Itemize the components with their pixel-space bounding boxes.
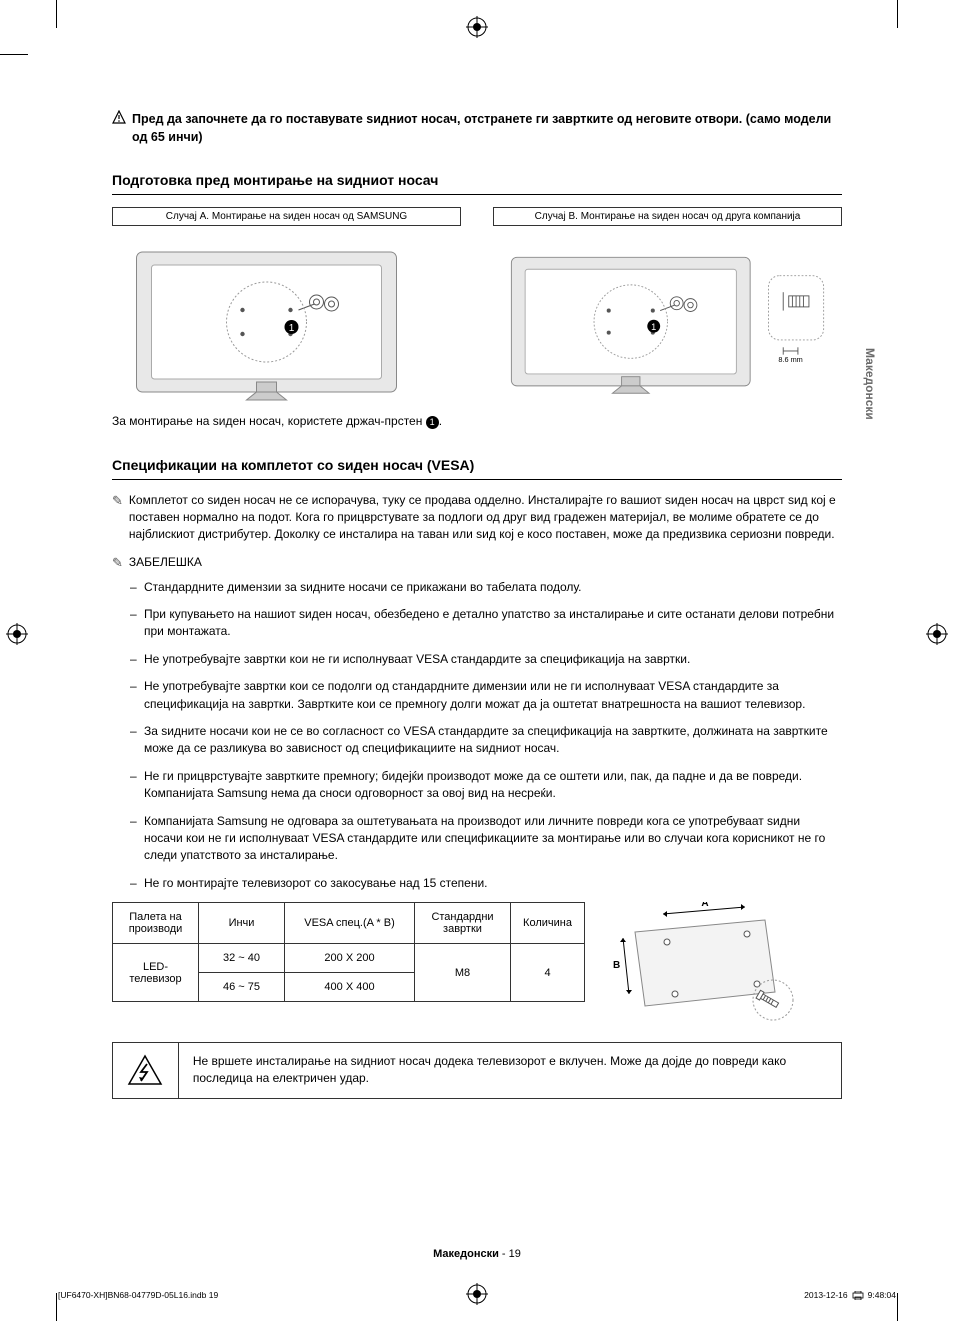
cell-product: LED-телевизор (113, 944, 199, 1002)
imprint-filename: [UF6470-XH]BN68-04779D-05L16.indb 19 (58, 1290, 218, 1300)
list-item: Компанијата Samsung не одговара за оштет… (130, 813, 842, 865)
note-label: ЗАБЕЛЕШКА (129, 554, 842, 573)
case-b: Случај B. Монтирање на ѕиден носач од др… (493, 207, 842, 402)
electric-shock-icon (127, 1054, 163, 1086)
vesa-intro-note: ✎ Комплетот со ѕиден носач не се испорач… (112, 492, 842, 544)
cell-vesa: 200 X 200 (285, 944, 415, 973)
page-content: Пред да започнете да го поставувате ѕидн… (112, 110, 842, 1099)
mounting-cases-row: Случај A. Монтирање на ѕиден носач од SA… (112, 207, 842, 402)
list-item: Стандардните димензии за ѕидните носачи … (130, 579, 842, 596)
dim-label: 8.6 mm (778, 355, 802, 364)
th-vesa: VESA спец.(A * B) (285, 903, 415, 944)
case-a-figure: 1 (112, 232, 461, 402)
th-inches: Инчи (199, 903, 285, 944)
case-b-header: Случај B. Монтирање на ѕиден носач од др… (493, 207, 842, 226)
imprint-time: 9:48:04 (868, 1290, 896, 1300)
vesa-dimension-diagram: A B (605, 902, 805, 1022)
note-icon: ✎ (112, 554, 123, 573)
table-row: LED-телевизор 32 ~ 40 200 X 200 M8 4 (113, 944, 585, 973)
footer-page-number: 19 (509, 1248, 521, 1260)
th-screw: Стандардни завртки (415, 903, 511, 944)
crop-mark (56, 0, 57, 28)
cell-inches: 32 ~ 40 (199, 944, 285, 973)
case-a-header: Случај A. Монтирање на ѕиден носач од SA… (112, 207, 461, 226)
language-side-tab: Македонски (863, 348, 877, 420)
crop-mark (897, 0, 898, 28)
list-item: За ѕидните носачи кои не се во согласнос… (130, 723, 842, 758)
cell-screw: M8 (415, 944, 511, 1002)
warning-triangle-icon (112, 110, 126, 146)
svg-text:1: 1 (289, 323, 295, 334)
vesa-spec-table: Палета на производи Инчи VESA спец.(A * … (112, 902, 585, 1002)
th-product: Палета на производи (113, 903, 199, 944)
list-item: Не употребувајте завртки кои не ги испол… (130, 651, 842, 668)
registration-mark-top (466, 16, 488, 38)
note-label-row: ✎ ЗАБЕЛЕШКА (112, 554, 842, 573)
list-item: Не ги прицврстувајте завртките премногу;… (130, 768, 842, 803)
vesa-notes-list: Стандардните димензии за ѕидните носачи … (112, 579, 842, 892)
electrical-danger-box: Не вршете инсталирање на ѕидниот носач д… (112, 1042, 842, 1099)
danger-text: Не вршете инсталирање на ѕидниот носач д… (179, 1043, 841, 1098)
section-title-vesa: Спецификации на комплетот со ѕиден носач… (112, 457, 842, 480)
cell-qty: 4 (511, 944, 585, 1002)
vesa-intro-text: Комплетот со ѕиден носач не се испорачув… (129, 492, 842, 544)
page-footer: Македонски - 19 (0, 1248, 954, 1260)
note-icon: ✎ (112, 492, 123, 544)
case-a: Случај A. Монтирање на ѕиден носач од SA… (112, 207, 461, 402)
vesa-spec-row: Палета на производи Инчи VESA спец.(A * … (112, 902, 842, 1022)
table-header-row: Палета на производи Инчи VESA спец.(A * … (113, 903, 585, 944)
cell-inches: 46 ~ 75 (199, 973, 285, 1002)
imprint-timestamp: 2013-12-16 9:48:04 (804, 1290, 896, 1300)
svg-text:A: A (701, 902, 708, 909)
th-qty: Количина (511, 903, 585, 944)
list-item: При купувањето на нашиот ѕиден носач, об… (130, 606, 842, 641)
svg-text:B: B (613, 960, 620, 971)
list-item: Не употребувајте завртки кои се подолги … (130, 678, 842, 713)
registration-mark-bottom (466, 1283, 488, 1305)
case-b-figure: 1 8.6 mm (493, 232, 842, 402)
crop-mark (56, 1293, 57, 1321)
registration-mark-left (6, 623, 28, 645)
registration-mark-right (926, 623, 948, 645)
holder-ring-caption: За монтирање на ѕиден носач, користете д… (112, 414, 842, 428)
footer-lang: Македонски (433, 1248, 499, 1260)
crop-mark (0, 54, 28, 55)
section-title-prep: Подготовка пред монтирање на ѕидниот нос… (112, 172, 842, 195)
reference-number-badge: 1 (426, 416, 439, 429)
imprint-date: 2013-12-16 (804, 1290, 847, 1300)
caption-text: За монтирање на ѕиден носач, користете д… (112, 414, 426, 428)
list-item: Не го монтирајте телевизорот со закосува… (130, 875, 842, 892)
svg-text:1: 1 (651, 322, 656, 332)
printer-icon (852, 1291, 864, 1300)
danger-icon-cell (113, 1043, 179, 1098)
top-warning-text: Пред да започнете да го поставувате ѕидн… (132, 110, 842, 146)
top-warning: Пред да започнете да го поставувате ѕидн… (112, 110, 842, 146)
crop-mark (897, 1293, 898, 1321)
cell-vesa: 400 X 400 (285, 973, 415, 1002)
